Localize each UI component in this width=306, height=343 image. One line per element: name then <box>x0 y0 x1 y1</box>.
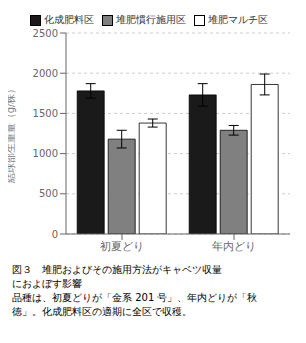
html-text:堆肥慣行施用区: 堆肥慣行施用区 <box>116 14 186 25</box>
svg-text:結球部生重量（g/株）: 結球部生重量（g/株） <box>8 84 16 185</box>
svg-text:2500: 2500 <box>33 28 58 39</box>
svg-text:1000: 1000 <box>33 148 58 159</box>
html-text:化成肥料区: 化成肥料区 <box>44 14 94 25</box>
svg-text:初夏どり: 初夏どり <box>100 240 144 253</box>
html-text:におよぼす影響: におよぼす影響 <box>12 278 82 289</box>
svg-text:1500: 1500 <box>33 108 58 119</box>
html-text:図３ 堆肥およびその施用方法がキャベツ収量: 図３ 堆肥およびその施用方法がキャベツ収量 <box>12 264 222 275</box>
svg-text:0: 0 <box>52 229 58 240</box>
svg-text:500: 500 <box>39 188 58 199</box>
svg-text:2000: 2000 <box>33 68 58 79</box>
svg-text:年内どり: 年内どり <box>212 240 256 253</box>
html-text:堆肥マルチ区: 堆肥マルチ区 <box>208 14 268 25</box>
html-text:品種は、初夏どりが「金系 201 号」、年内どりが「秋: 品種は、初夏どりが「金系 201 号」、年内どりが「秋 <box>12 292 258 303</box>
html-text:徳」。化成肥料区の適期に全区で収穫。: 徳」。化成肥料区の適期に全区で収穫。 <box>12 306 192 317</box>
